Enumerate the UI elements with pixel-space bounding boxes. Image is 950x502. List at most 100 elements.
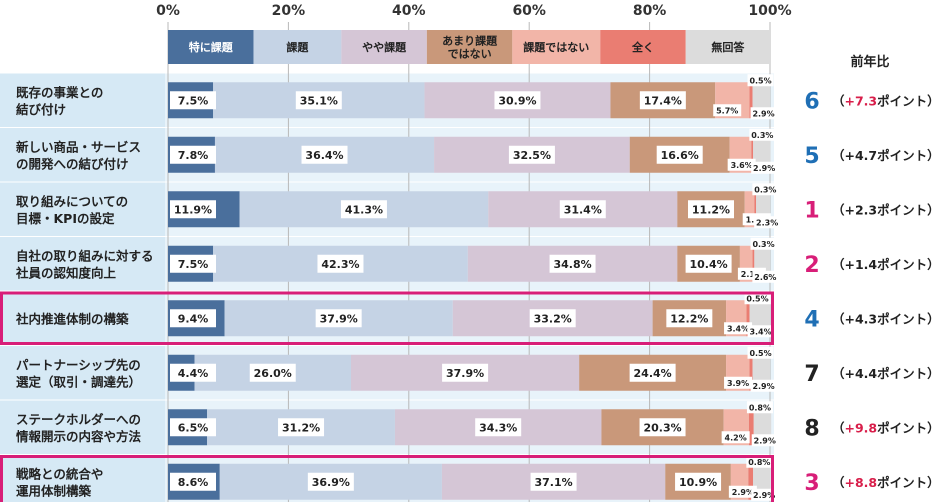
value-label-box [170, 363, 216, 382]
yoy-rank: 1 [804, 198, 819, 223]
value-label-box [301, 145, 348, 164]
value-label: 34.3% [479, 421, 517, 434]
value-label: 7.8% [178, 149, 209, 162]
value-label: 34.8% [553, 258, 591, 271]
value-label-box [475, 418, 522, 437]
small-label-box [749, 128, 776, 141]
small-label-box [747, 346, 774, 359]
small-label-box [721, 431, 750, 444]
yoy-rank: 2 [804, 253, 819, 278]
small-label-box [751, 434, 778, 447]
yoy-rank: 6 [804, 89, 819, 114]
yoy-change: （+4.3ポイント） [832, 311, 940, 326]
value-label: 32.5% [513, 149, 551, 162]
bar-segment [746, 300, 750, 337]
row-label-background [0, 455, 165, 502]
yoy-value: +8.8 [845, 475, 878, 490]
yoy-suffix: ポイント） [877, 202, 940, 217]
yoy-rank: 5 [804, 144, 819, 169]
value-label-box [442, 363, 489, 382]
small-label-box [724, 376, 753, 389]
row-label: 自社の取り組みに対する [16, 248, 154, 263]
yoy-background [774, 291, 950, 345]
small-label-box [713, 104, 742, 117]
value-label: 11.9% [174, 203, 212, 216]
value-label: 10.9% [679, 476, 717, 489]
legend-swatch [512, 30, 601, 64]
value-label-box [685, 254, 732, 273]
value-label: 10.4% [690, 258, 728, 271]
x-tick-label: 60% [512, 3, 546, 19]
row-label: 結び付け [16, 102, 66, 117]
yoy-rank: 4 [804, 307, 819, 332]
value-label: 41.3% [345, 203, 383, 216]
small-label-box [750, 107, 777, 120]
small-value-label: 0.3% [751, 131, 773, 140]
row-label-background [0, 128, 165, 182]
bar-segment [749, 354, 753, 391]
value-label-box [494, 91, 541, 110]
small-label-box [746, 455, 773, 468]
row-label: ステークホルダーへの [16, 412, 141, 427]
legend-swatch [685, 30, 770, 64]
small-value-label: 0.3% [752, 240, 774, 249]
value-label: 36.4% [305, 149, 343, 162]
row-label: の開発への結び付け [16, 156, 129, 171]
yoy-title: 前年比 [850, 54, 889, 70]
yoy-background [774, 237, 950, 291]
value-label: 37.9% [446, 367, 484, 380]
value-label: 24.4% [634, 367, 672, 380]
value-label: 35.1% [300, 94, 338, 107]
yoy-prefix: （ [832, 202, 845, 217]
small-value-label: 0.8% [748, 458, 770, 467]
value-label-box [170, 418, 216, 437]
value-label: 37.9% [320, 312, 358, 325]
value-label-box [317, 254, 364, 273]
bar-segment [754, 191, 757, 228]
row-label-background [0, 400, 165, 454]
small-label-box [727, 158, 756, 171]
legend-label: 特に課題 [189, 40, 234, 54]
value-label-box [508, 145, 555, 164]
small-label-box [754, 216, 781, 229]
small-value-label: 2.9% [752, 109, 774, 118]
value-label: 33.2% [534, 312, 572, 325]
legend-label: 課題ではない [523, 40, 589, 54]
small-label-box [750, 237, 777, 250]
yoy-suffix: ポイント） [877, 420, 940, 435]
yoy-suffix: ポイント） [877, 366, 940, 381]
yoy-prefix: （ [832, 93, 845, 108]
yoy-change: （+4.7ポイント） [832, 148, 940, 163]
small-label-box [752, 183, 779, 196]
value-label-box [295, 91, 342, 110]
legend-label: あまり課題 [442, 34, 498, 48]
bar-segment [744, 191, 755, 228]
x-tick-label: 40% [392, 3, 426, 19]
x-tick-label: 80% [633, 3, 667, 19]
yoy-background [774, 455, 950, 502]
yoy-suffix: ポイント） [877, 257, 940, 272]
small-label-box [751, 161, 778, 174]
small-value-label: 2.9% [732, 488, 754, 497]
small-value-label: 2.9% [754, 436, 776, 445]
small-label-box [752, 270, 779, 283]
yoy-background [774, 400, 950, 454]
x-tick-label: 20% [272, 3, 306, 19]
small-value-label: 2.9% [752, 382, 774, 391]
yoy-value: +4.7 [845, 148, 878, 163]
yoy-background [774, 73, 950, 127]
yoy-rank: 7 [804, 362, 819, 387]
value-label-box [170, 145, 216, 164]
bar-segment [749, 82, 753, 119]
row-highlight-frame [0, 291, 774, 345]
bar-segment [752, 245, 755, 282]
row-label: 社内推進体制の構築 [15, 311, 129, 326]
row-label-background [0, 346, 165, 400]
row-label: 新しい商品・サービス [16, 139, 141, 154]
value-label-box [170, 91, 216, 110]
yoy-value: +1.4 [845, 257, 878, 272]
value-label: 36.9% [312, 476, 350, 489]
yoy-change: （+9.8ポイント） [832, 420, 940, 435]
row-label-background [0, 291, 165, 345]
